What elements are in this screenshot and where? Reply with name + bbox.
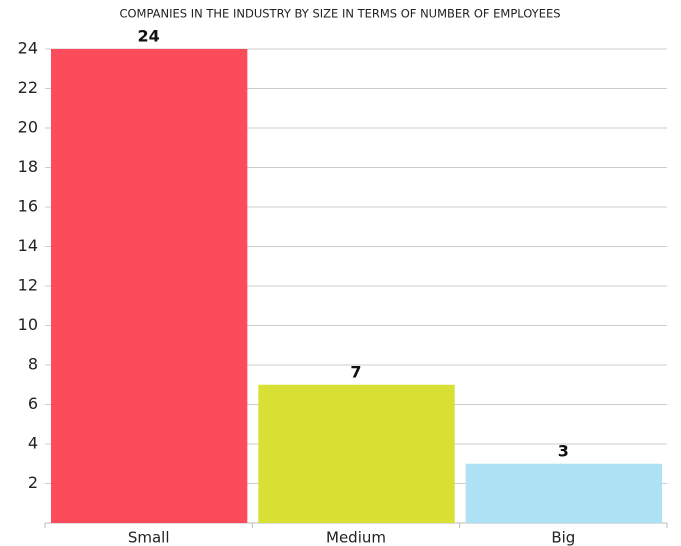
y-tick-label: 18 (18, 157, 38, 176)
y-tick-label: 20 (18, 118, 38, 137)
data-label: 7 (350, 362, 361, 381)
bar (465, 463, 662, 523)
bar (258, 384, 455, 523)
y-tick-label: 16 (18, 197, 38, 216)
y-tick-label: 6 (28, 394, 38, 413)
bar (51, 49, 248, 523)
chart-title: COMPANIES IN THE INDUSTRY BY SIZE IN TER… (119, 7, 560, 21)
data-label: 3 (558, 441, 569, 460)
data-label: 24 (138, 27, 160, 46)
x-tick-label: Big (551, 529, 575, 546)
y-tick-label: 8 (28, 355, 38, 374)
y-tick-label: 4 (28, 434, 38, 453)
y-tick-label: 2 (28, 473, 38, 492)
y-tick-label: 14 (18, 236, 38, 255)
y-tick-label: 12 (18, 276, 38, 295)
y-tick-label: 10 (18, 315, 38, 334)
y-tick-label: 24 (18, 39, 38, 58)
x-tick-label: Small (128, 529, 170, 546)
x-tick-label: Medium (326, 529, 386, 546)
y-tick-label: 22 (18, 78, 38, 97)
